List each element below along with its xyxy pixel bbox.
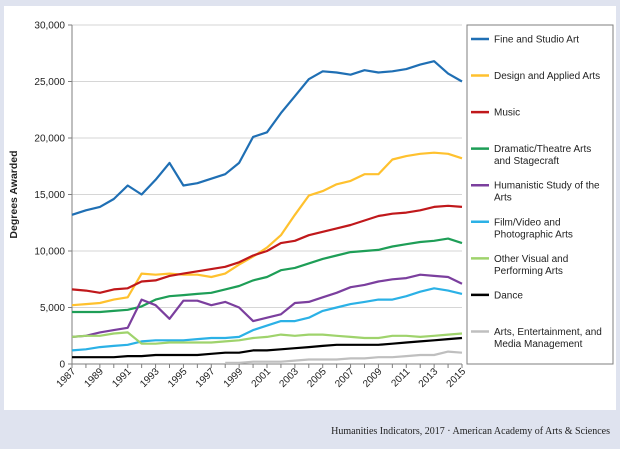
series-line xyxy=(71,60,463,216)
legend-label: Design and Applied Arts xyxy=(494,71,600,82)
legend-label: Music xyxy=(494,108,520,119)
x-tick-label: 2015 xyxy=(445,366,469,390)
x-tick-label: 1987 xyxy=(55,366,79,390)
legend-label: Fine and Studio Art xyxy=(494,35,579,46)
y-tick-label: 15,000 xyxy=(34,190,65,201)
legend-label: Arts, Entertainment, and Media Management xyxy=(494,327,602,350)
series-line xyxy=(225,350,463,364)
legend-label: Humanistic Study of the Arts xyxy=(494,181,600,204)
y-axis-label: Degrees Awarded xyxy=(8,150,20,238)
series-line xyxy=(71,287,463,352)
y-tick-label: 30,000 xyxy=(34,21,65,32)
x-tick-label: 1991 xyxy=(110,366,134,390)
x-tick-label: 2013 xyxy=(417,366,441,390)
series-line xyxy=(71,151,463,307)
x-tick-label: 2007 xyxy=(333,366,357,390)
x-tick-label: 1999 xyxy=(222,366,246,390)
x-tick-label: 2009 xyxy=(361,366,385,390)
y-tick-label: 5,000 xyxy=(40,303,65,314)
x-tick-label: 1995 xyxy=(166,366,190,390)
x-tick-label: 1997 xyxy=(194,366,218,390)
legend-label: Dance xyxy=(494,290,523,301)
series-line xyxy=(71,204,463,294)
y-tick-label: 0 xyxy=(59,360,65,371)
legend-label: Dramatic/Theatre Arts and Stagecraft xyxy=(494,144,591,167)
x-tick-label: 1993 xyxy=(138,366,162,390)
source-note: Humanities Indicators, 2017 · American A… xyxy=(331,426,610,437)
legend-label: Other Visual and Performing Arts xyxy=(494,254,568,277)
x-tick-label: 2005 xyxy=(305,366,329,390)
y-tick-label: 25,000 xyxy=(34,77,65,88)
series-line xyxy=(72,237,463,314)
y-tick-label: 20,000 xyxy=(34,134,65,145)
x-tick-label: 2003 xyxy=(277,366,301,390)
series-line xyxy=(72,336,463,359)
x-tick-label: 2011 xyxy=(389,366,412,389)
legend-box xyxy=(466,24,614,365)
series-line xyxy=(71,273,463,338)
x-tick-label: 1989 xyxy=(82,366,106,390)
legend-label: Film/Video and Photographic Arts xyxy=(494,217,573,240)
x-tick-label: 2001 xyxy=(250,366,274,390)
y-tick-label: 10,000 xyxy=(34,247,65,258)
series-line xyxy=(71,331,463,345)
